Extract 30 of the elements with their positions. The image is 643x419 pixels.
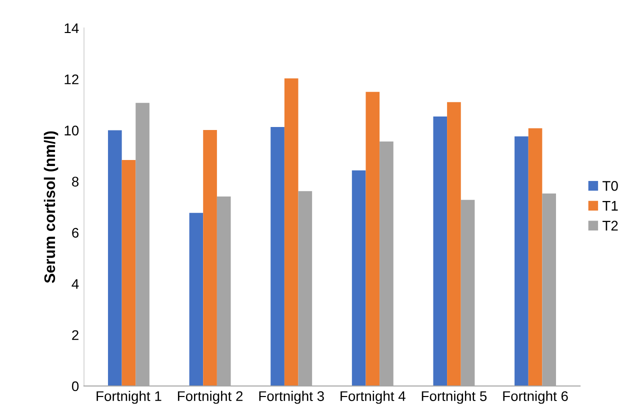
legend-label: T2 xyxy=(602,220,618,230)
bar xyxy=(447,102,461,386)
bar xyxy=(352,170,366,386)
bar xyxy=(366,92,380,386)
x-tick-label: Fortnight 3 xyxy=(259,390,324,404)
bar xyxy=(203,130,217,386)
y-tick-label: 10 xyxy=(64,126,79,136)
y-tick-label: 4 xyxy=(72,279,79,289)
bar xyxy=(514,136,528,386)
y-tick-label: 2 xyxy=(72,330,78,340)
bar xyxy=(433,116,448,386)
bar xyxy=(528,128,542,386)
bar xyxy=(122,160,136,386)
y-tick-label: 14 xyxy=(64,23,79,34)
y-tick-label: 0 xyxy=(72,381,79,392)
y-tick-label: 8 xyxy=(72,176,79,187)
x-tick-label: Fortnight 2 xyxy=(178,390,243,404)
x-tick-label: Fortnight 6 xyxy=(503,390,568,404)
bar xyxy=(270,126,284,386)
bar xyxy=(189,212,204,386)
y-tick-label: 12 xyxy=(64,74,78,84)
x-tick-label: Fortnight 4 xyxy=(340,390,406,404)
x-tick-label: Fortnight 5 xyxy=(422,390,487,404)
x-tick-label: Fortnight 1 xyxy=(96,390,162,404)
y-axis-title: Serum cortisol (nm/l) xyxy=(44,131,58,283)
legend-label: T0 xyxy=(602,181,618,191)
bar xyxy=(284,78,298,386)
bar xyxy=(108,130,122,386)
y-tick-label: 6 xyxy=(72,228,79,238)
legend-label: T1 xyxy=(602,201,618,211)
